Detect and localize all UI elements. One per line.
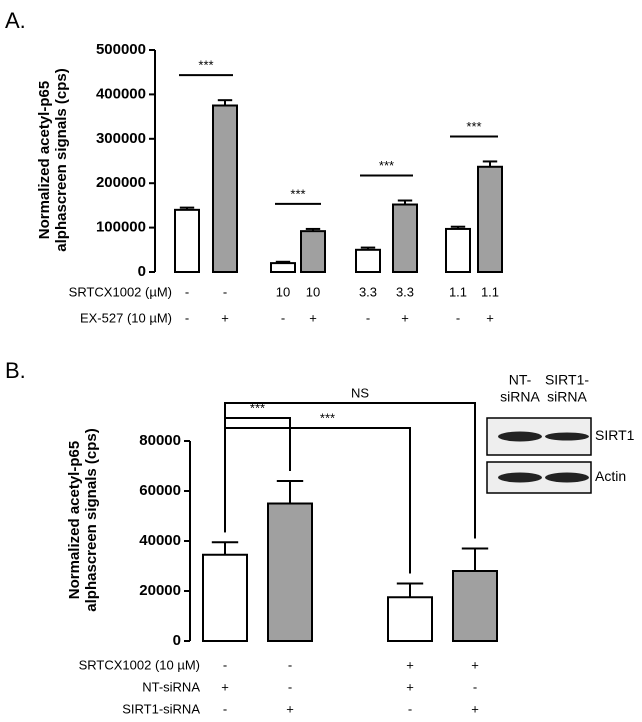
condition-value: 10 (306, 284, 320, 299)
y-axis-label: Normalized acetyl-p65 (66, 441, 83, 599)
blot-band (498, 431, 542, 442)
condition-label: SRTCX1002 (10 µM) (79, 657, 200, 672)
bar (267, 502, 313, 642)
bar (452, 570, 498, 642)
condition-value: 10 (276, 284, 290, 299)
y-tick-label: 0 (173, 632, 181, 649)
condition-value: - (288, 657, 292, 672)
significance-label: *** (250, 400, 265, 415)
panel-label: A. (5, 8, 26, 33)
condition-value: - (288, 679, 292, 694)
y-tick-label: 400000 (96, 85, 146, 102)
significance-label: *** (290, 186, 305, 201)
condition-value: - (223, 657, 227, 672)
significance-label: *** (320, 410, 335, 425)
significance-label: *** (198, 58, 213, 73)
blot-band (545, 472, 589, 483)
blot-lane-label: siRNA (500, 389, 540, 405)
condition-value: 3.3 (396, 284, 414, 299)
bar (174, 208, 200, 273)
bar (387, 596, 433, 642)
y-tick-label: 500000 (96, 41, 146, 58)
condition-value: + (221, 679, 229, 694)
significance-bracket (224, 427, 411, 574)
condition-value: + (401, 310, 409, 325)
significance-label: *** (466, 119, 481, 134)
blot-band (498, 472, 542, 483)
blot-band (545, 432, 589, 441)
y-tick-label: 20000 (139, 582, 181, 599)
y-tick-label: 100000 (96, 219, 146, 236)
condition-label: NT-siRNA (142, 679, 200, 694)
condition-value: - (223, 284, 227, 299)
condition-label: EX-527 (10 µM) (80, 310, 172, 325)
condition-value: + (471, 701, 479, 716)
y-axis-label: alphascreen signals (cps) (83, 428, 100, 611)
condition-value: + (286, 701, 294, 716)
blot-lane-label: siRNA (547, 389, 587, 405)
blot-lane-label: SIRT1- (545, 372, 589, 388)
condition-value: - (366, 310, 370, 325)
bar (392, 203, 418, 273)
condition-value: - (456, 310, 460, 325)
condition-value: - (473, 679, 477, 694)
y-tick-label: 40000 (139, 532, 181, 549)
bar (445, 227, 471, 274)
condition-value: - (185, 310, 189, 325)
blot-row-label: Actin (595, 468, 626, 484)
condition-value: 3.3 (359, 284, 377, 299)
bar (202, 553, 248, 642)
condition-value: 1.1 (481, 284, 499, 299)
condition-value: - (185, 284, 189, 299)
y-tick-label: 60000 (139, 482, 181, 499)
significance-label: NS (351, 385, 369, 400)
condition-value: + (471, 657, 479, 672)
condition-value: + (221, 310, 229, 325)
condition-value: - (281, 310, 285, 325)
blot-lane-label: NT- (509, 372, 532, 388)
y-tick-label: 0 (138, 263, 146, 280)
condition-value: - (223, 701, 227, 716)
condition-value: + (406, 679, 414, 694)
bar (212, 104, 238, 273)
condition-value: + (486, 310, 494, 325)
y-tick-label: 80000 (139, 432, 181, 449)
significance-bracket (224, 402, 476, 539)
y-tick-label: 300000 (96, 130, 146, 147)
condition-label: SIRT1-siRNA (122, 701, 200, 716)
y-tick-label: 200000 (96, 174, 146, 191)
condition-value: + (406, 657, 414, 672)
y-axis-label: alphascreen signals (cps) (53, 68, 70, 251)
bar (477, 165, 503, 273)
panel-label: B. (5, 358, 26, 383)
bar (300, 230, 326, 273)
condition-value: - (408, 701, 412, 716)
condition-value: 1.1 (449, 284, 467, 299)
significance-label: *** (379, 158, 394, 173)
condition-value: + (309, 310, 317, 325)
condition-label: SRTCX1002 (µM) (69, 284, 172, 299)
bar (355, 248, 381, 274)
blot-row-label: SIRT1 (595, 427, 635, 443)
y-axis-label: Normalized acetyl-p65 (36, 81, 53, 239)
bar (270, 262, 296, 273)
